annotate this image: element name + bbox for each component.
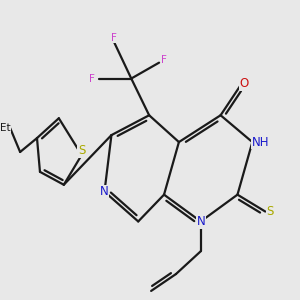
Text: NH: NH: [252, 136, 269, 148]
Text: N: N: [100, 185, 109, 198]
Text: F: F: [161, 55, 167, 65]
Text: N: N: [196, 215, 205, 228]
Text: F: F: [112, 33, 117, 43]
Text: S: S: [78, 145, 85, 158]
Text: Et: Et: [0, 123, 11, 133]
Text: O: O: [240, 77, 249, 90]
Text: F: F: [88, 74, 94, 83]
Text: S: S: [266, 205, 274, 218]
